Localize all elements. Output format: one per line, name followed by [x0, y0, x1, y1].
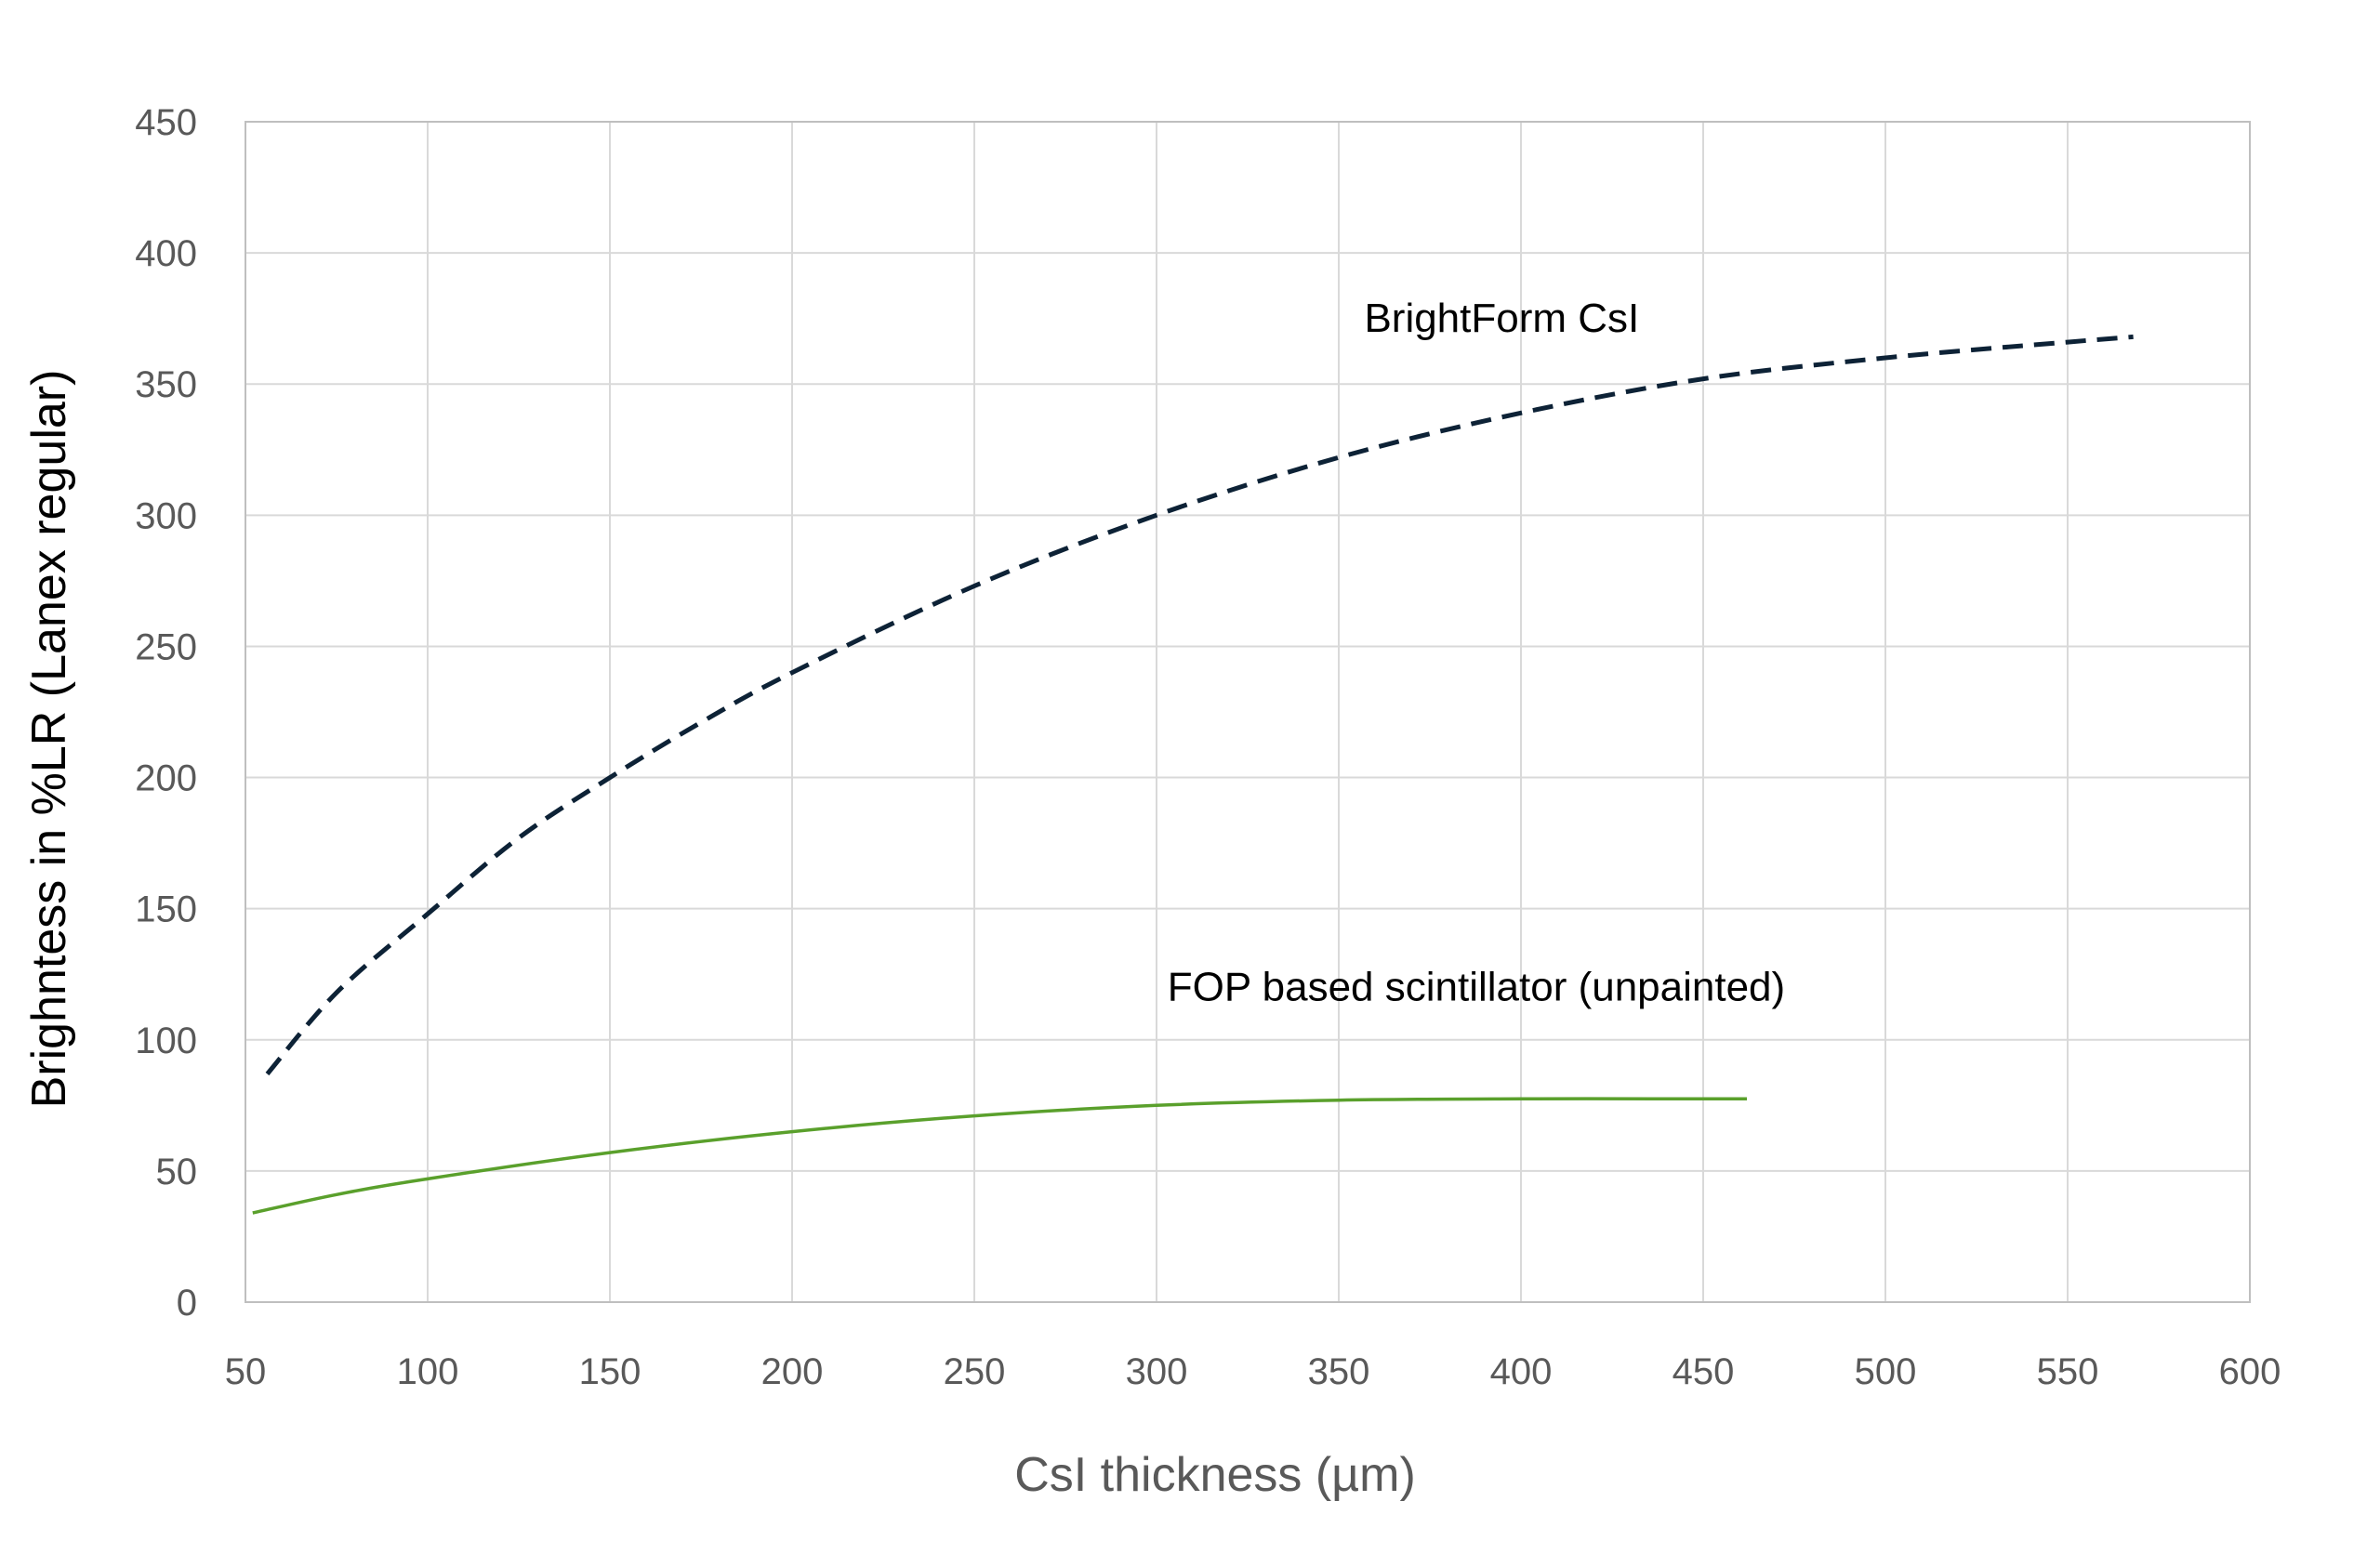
y-tick-label: 450: [135, 102, 197, 143]
x-tick-label: 450: [1673, 1351, 1735, 1392]
grid-layer: [245, 121, 2251, 1303]
y-tick-label: 300: [135, 495, 197, 536]
y-tick-label: 50: [156, 1152, 198, 1192]
series-annotation: FOP based scintillator (unpainted): [1168, 964, 1785, 1009]
y-tick-label: 200: [135, 758, 197, 799]
tick-layer: 50 100 150 200 250 300 350 400 450 500 550 600 0 50 10…: [135, 102, 2281, 1392]
plot-frame: [245, 121, 2251, 1303]
y-tick-label: 0: [177, 1283, 197, 1324]
x-tick-label: 550: [2037, 1351, 2099, 1392]
y-tick-label: 350: [135, 364, 197, 405]
series-layer: [252, 334, 2134, 1215]
series-line-brightform-csi: [265, 334, 2134, 1076]
x-tick-label: 300: [1126, 1351, 1188, 1392]
annotation-layer: BrightForm CsI FOP based scintillator (un…: [1168, 296, 1785, 1010]
x-tick-label: 400: [1490, 1351, 1553, 1392]
x-tick-label: 150: [579, 1351, 641, 1392]
x-tick-label: 200: [761, 1351, 824, 1392]
x-tick-label: 250: [944, 1351, 1006, 1392]
y-tick-label: 400: [135, 233, 197, 274]
x-tick-label: 500: [1855, 1351, 1917, 1392]
y-tick-label: 150: [135, 889, 197, 930]
x-axis-title: CsI thickness (µm): [1014, 1448, 1416, 1502]
x-tick-label: 350: [1308, 1351, 1370, 1392]
x-tick-label: 600: [2219, 1351, 2281, 1392]
y-axis-title: Brighntess in %LR (Lanex regular): [22, 370, 76, 1109]
series-line-fop-scintillator: [252, 1097, 1747, 1215]
x-tick-label: 50: [225, 1351, 267, 1392]
y-tick-label: 100: [135, 1021, 197, 1061]
y-tick-label: 250: [135, 626, 197, 667]
series-annotation: BrightForm CsI: [1364, 296, 1639, 341]
x-tick-label: 100: [397, 1351, 459, 1392]
